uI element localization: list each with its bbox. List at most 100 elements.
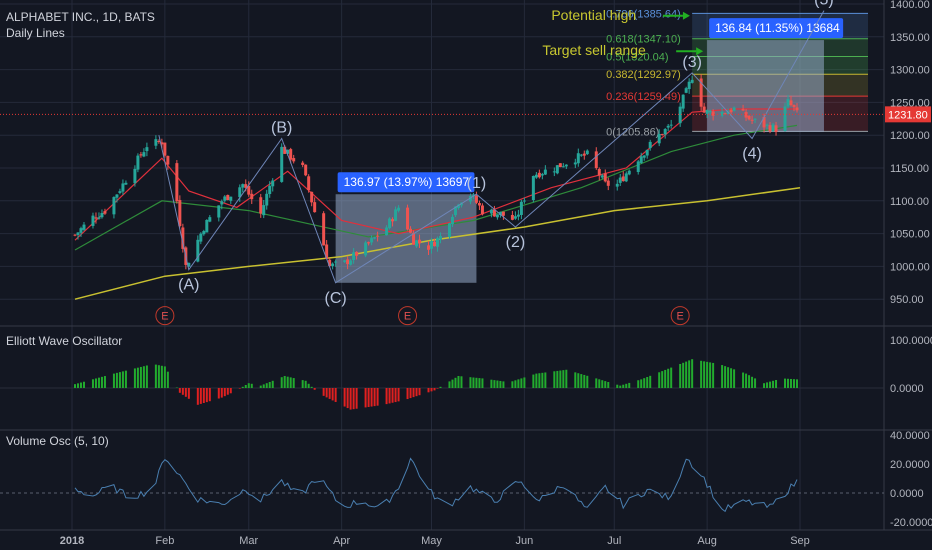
fib-level-label: 0.236(1259.49) [606,91,681,103]
ewo-bar [625,383,628,388]
volume-osc-panel-title: Volume Osc (5, 10) [6,434,109,448]
ewo-bar [247,383,250,388]
candle [349,260,353,265]
candle [157,141,161,143]
ewo-bar [346,388,349,409]
candle [774,125,778,132]
candle [175,163,179,202]
candle [519,201,523,215]
candle [82,224,86,230]
ewo-bar [598,379,601,388]
candle [328,259,332,267]
ewo-bar [730,368,733,388]
candle [427,245,431,250]
candle [280,146,284,182]
candle [217,205,221,218]
ewo-bar [388,388,391,404]
candle [573,162,577,165]
ewo-bar [772,380,775,388]
ewo-bar [244,385,247,388]
ewo-bar [619,385,622,388]
candle [498,211,502,216]
time-tick-label: Jul [607,535,621,547]
time-tick-label: May [421,535,442,547]
candle [480,205,484,215]
candle [624,173,628,182]
candle [136,155,140,170]
ewo-bar [103,376,106,388]
earnings-marker-label: E [404,311,411,323]
ewo-bar [202,388,205,403]
ewo-bar [643,378,646,388]
candle [555,165,559,174]
candle [585,150,589,155]
candle [456,204,460,208]
ewo-bar [115,372,118,388]
candle [430,241,434,249]
candle [100,213,104,218]
ewo-bar [409,388,412,399]
ewo-bar [577,373,580,388]
wave-label: (3) [682,54,702,71]
ewo-bar [259,385,262,388]
candle [76,232,80,235]
candle [516,214,520,217]
candle [582,153,586,156]
candle [594,151,598,169]
ewo-bar [670,367,673,388]
ewo-bar [688,360,691,388]
candle [124,182,128,185]
candle [789,100,793,106]
ewo-bar [196,388,199,405]
ewo-bar [502,381,505,388]
candle [391,219,395,222]
ewo-bar [289,377,292,388]
candle [636,161,640,172]
candle [681,94,685,109]
ewo-bar [754,378,757,388]
candle [91,215,95,226]
candle [292,158,296,162]
ewo-bar [220,388,223,398]
candle [415,240,419,247]
wave-label: (C) [325,290,347,307]
candle [477,203,481,206]
candle [418,239,422,244]
candle [376,235,380,237]
candle [708,110,712,113]
candle [684,88,688,93]
candle [666,125,670,128]
candle [226,194,230,200]
candle [334,261,338,263]
candle [178,200,182,227]
candle [561,166,565,168]
candle [79,228,83,233]
ewo-bar [604,381,607,388]
candle [600,175,604,178]
ewo-bar [658,372,661,388]
ewo-bar [97,377,100,388]
candle [576,153,580,164]
ewo-bar [499,380,502,388]
time-tick-label: Feb [155,535,174,547]
candle [558,163,562,168]
candle [642,155,646,158]
ewo-bar [238,388,241,389]
ewo-bar [541,372,544,388]
candle [160,142,164,145]
candle [471,194,475,196]
measure-box [707,40,824,132]
candle [247,185,251,195]
candle [510,214,514,220]
measure-label: 136.97 (13.97%) 13697 [344,175,470,189]
candle [783,106,787,132]
candle [618,177,622,183]
candle [115,194,119,198]
ewo-bar [310,386,313,388]
candle [648,141,652,149]
candle [244,184,248,188]
candle [660,134,664,136]
candle [187,262,191,267]
candle [154,139,158,146]
ewo-bar [73,384,76,388]
